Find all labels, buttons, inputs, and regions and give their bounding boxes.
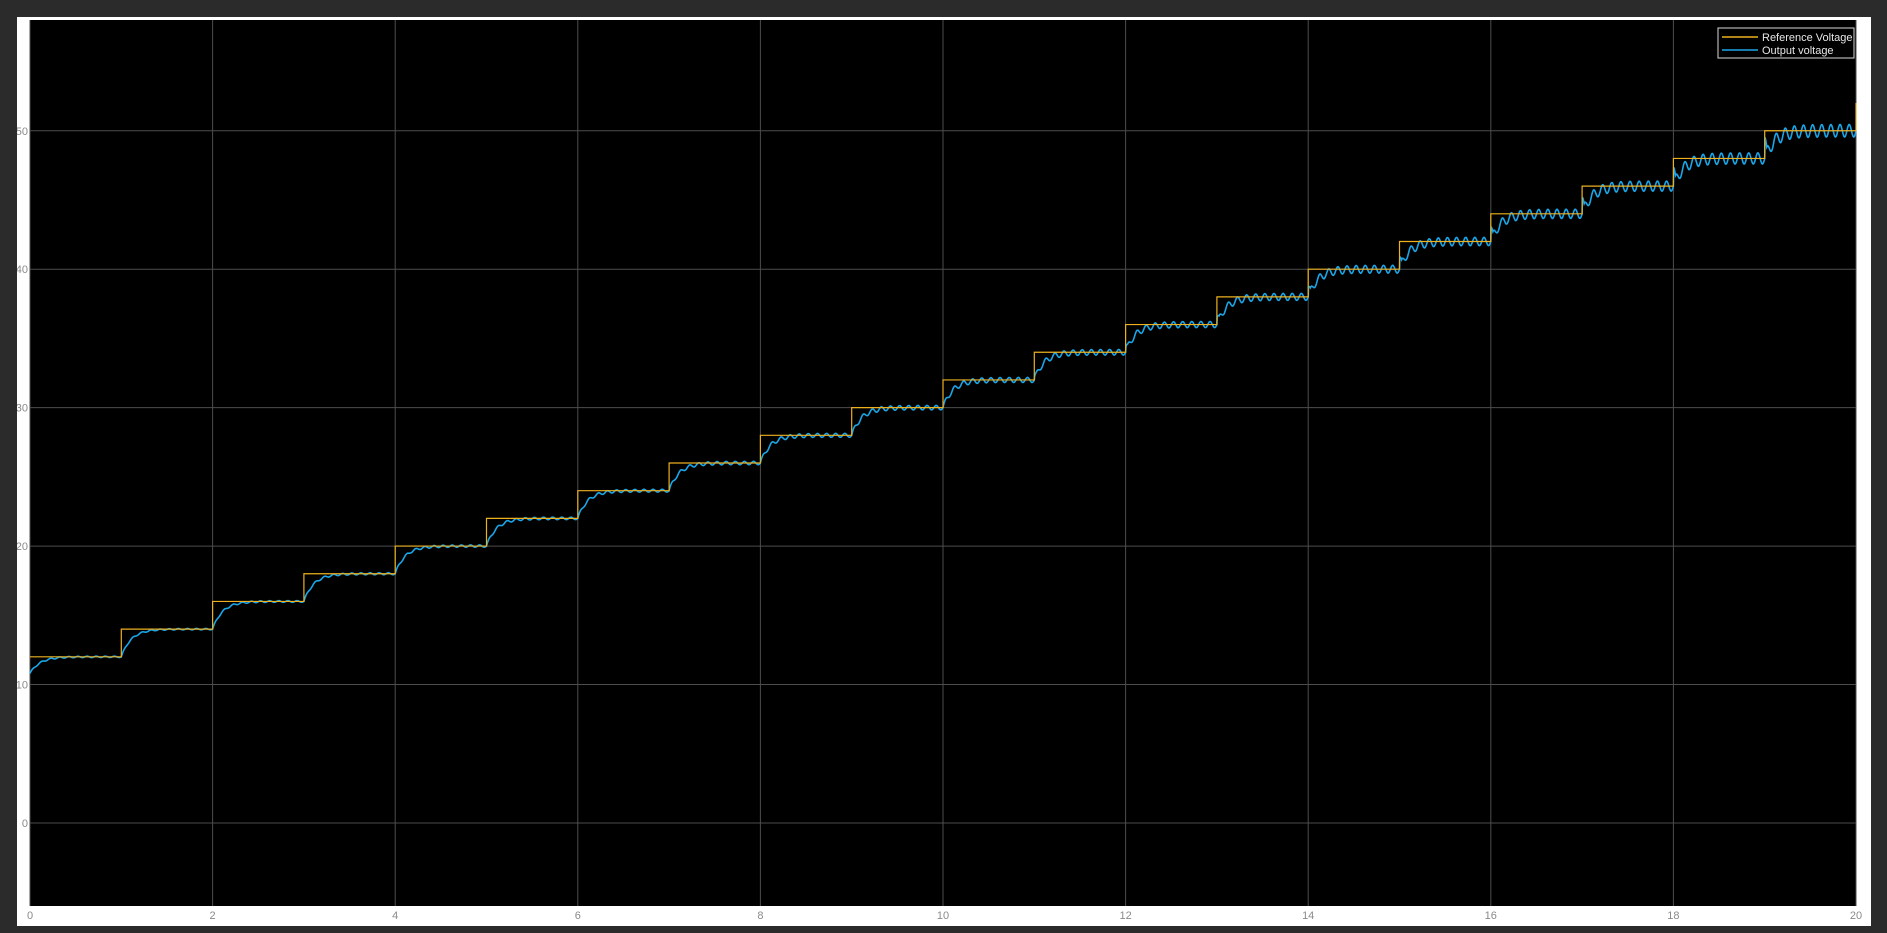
- y-tick-label: 40: [17, 264, 28, 276]
- series-layer: [29, 103, 1857, 674]
- y-tick-label: 20: [17, 541, 28, 553]
- series-line-reference-voltage: [30, 103, 1857, 658]
- y-tick-label: 30: [17, 403, 28, 415]
- y-tick-label: 50: [17, 126, 28, 138]
- legend-entry: Reference Voltage: [1762, 32, 1853, 44]
- x-tick-label: 18: [1667, 910, 1679, 922]
- x-tick-label: 20: [1850, 910, 1862, 922]
- legend-entry: Output voltage: [1762, 45, 1834, 57]
- legend-box: [1717, 27, 1855, 59]
- line-chart: 0 2 4 6 8 10 12 14 16 18 20 0 10 20 30 40 50 Reference V…: [17, 20, 1862, 922]
- x-tick-label: 14: [1302, 910, 1314, 922]
- x-tick-label: 16: [1485, 910, 1497, 922]
- x-tick-label: 10: [937, 910, 949, 922]
- y-tick-label: 0: [22, 818, 28, 830]
- x-tick-label: 8: [757, 910, 763, 922]
- x-tick-label: 0: [27, 910, 33, 922]
- x-tick-label: 4: [392, 910, 398, 922]
- x-tick-label: 12: [1119, 910, 1131, 922]
- x-tick-label: 2: [210, 910, 216, 922]
- figure-frame: 0 2 4 6 8 10 12 14 16 18 20 0 10 20 30 40 50 Reference V…: [17, 17, 1871, 926]
- y-tick-label: 10: [17, 680, 28, 692]
- tick-labels: 0 2 4 6 8 10 12 14 16 18 20 0 10 20 30 40 50: [17, 126, 1862, 922]
- x-tick-label: 6: [575, 910, 581, 922]
